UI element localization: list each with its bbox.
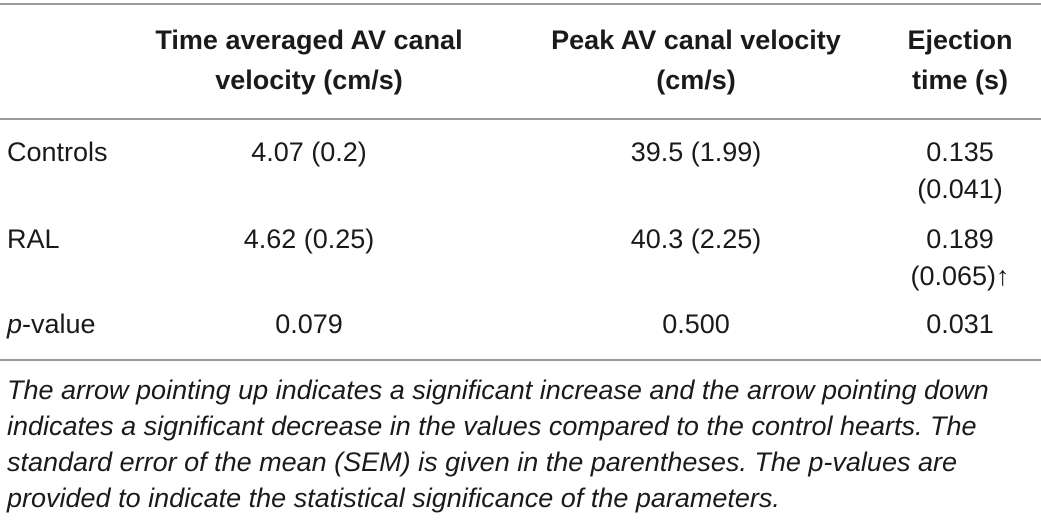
table-footnote: The arrow pointing up indicates a signif… (7, 375, 989, 513)
cell-p-time-averaged: 0.079 (275, 309, 343, 339)
cell-ral-peak: 40.3 (2.25) (630, 224, 762, 254)
header-time-averaged-velocity: Time averaged AV canal velocity (cm/s) (155, 25, 463, 95)
p-value-suffix: -value (22, 309, 96, 339)
row-label-p-value: p-value (7, 306, 96, 343)
header-ejection-time: Ejection time (s) (907, 25, 1013, 95)
p-italic: p (7, 309, 23, 339)
table-bottom-rule (0, 359, 1041, 361)
cell-controls-ejection: 0.135 (0.041) (917, 137, 1003, 204)
table-top-rule (0, 3, 1041, 5)
cell-p-ejection: 0.031 (926, 309, 994, 339)
header-peak-velocity: Peak AV canal velocity (cm/s) (551, 25, 841, 95)
table-header-rule (0, 118, 1041, 120)
cell-controls-peak: 39.5 (1.99) (630, 137, 762, 167)
row-label-controls: Controls (7, 137, 108, 167)
cell-ral-ejection: 0.189 (0.065)↑ (910, 224, 1010, 291)
cell-p-peak: 0.500 (662, 309, 730, 339)
cell-controls-time-averaged: 4.07 (0.2) (251, 137, 367, 167)
row-label-ral: RAL (7, 224, 60, 254)
cell-ral-time-averaged: 4.62 (0.25) (243, 224, 375, 254)
